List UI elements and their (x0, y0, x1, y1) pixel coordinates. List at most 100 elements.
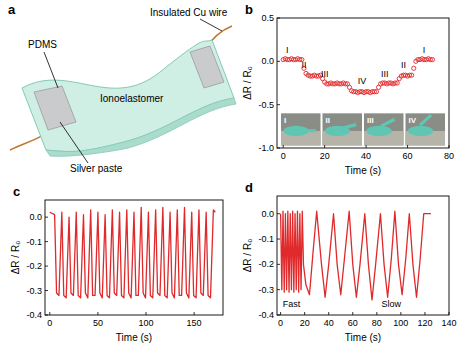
y-tick (45, 290, 48, 291)
y-axis-label: ΔR / R₀ (242, 239, 253, 273)
inset-finger (301, 129, 316, 132)
inset-label: IV (409, 116, 417, 125)
x-tick-label: 80 (372, 318, 382, 328)
x-tick (280, 312, 281, 315)
annotation: I (423, 45, 426, 55)
inset-background (281, 113, 321, 145)
data-point (412, 66, 416, 70)
diagram-label: PDMS (28, 39, 57, 50)
ionoelastomer (22, 40, 234, 152)
y-tick-label: -0.5 (258, 100, 274, 110)
silver-paste (190, 46, 224, 88)
pointer (44, 52, 58, 88)
y-tick (277, 289, 280, 290)
x-tick (324, 145, 325, 148)
x-tick-label: 0 (278, 318, 283, 328)
inset-label: III (367, 116, 374, 125)
y-tick-label: 0.5 (261, 13, 274, 23)
annotation: III (381, 69, 389, 79)
silver-paste (34, 86, 76, 130)
x-tick (194, 312, 195, 315)
y-tick (277, 61, 280, 62)
annotation: III (321, 69, 329, 79)
x-tick (400, 312, 401, 315)
x-tick (449, 312, 450, 315)
x-tick-label: 100 (139, 318, 154, 328)
chart: c050100150-0.4-0.3-0.2-0.10.0Time (s)ΔR … (10, 184, 223, 343)
panel-label: a (8, 2, 16, 17)
inset-finger (380, 118, 395, 128)
panel-label: b (245, 2, 253, 17)
x-tick-label: 80 (444, 151, 454, 161)
diagram-label: Ionoelastomer (100, 93, 164, 104)
diagram-label: Insulated Cu wire (150, 7, 228, 18)
plot-frame (45, 200, 223, 315)
annotation: IV (358, 76, 367, 86)
y-tick (45, 315, 48, 316)
x-tick-label: 0 (281, 151, 286, 161)
plot-frame (277, 18, 449, 148)
y-tick (277, 315, 280, 316)
x-tick-label: 50 (93, 318, 103, 328)
x-tick (424, 312, 425, 315)
x-tick-label: 0 (47, 318, 52, 328)
y-tick-label: -0.4 (26, 310, 42, 320)
annotation: Fast (283, 299, 301, 309)
inset-background (406, 113, 446, 145)
y-tick (277, 239, 280, 240)
chart: d020406080100120140-0.4-0.3-0.2-0.10.0Ti… (242, 180, 457, 343)
x-tick-label: 40 (324, 318, 334, 328)
x-tick (328, 312, 329, 315)
pointer (200, 19, 222, 31)
inset-hand (408, 126, 433, 136)
annotation: Slow (382, 299, 402, 309)
x-tick (449, 145, 450, 148)
data-line (281, 211, 431, 300)
data-line (50, 207, 215, 298)
y-tick (277, 264, 280, 265)
x-tick-label: 100 (393, 318, 408, 328)
inset-finger (341, 123, 356, 130)
x-tick-label: 60 (403, 151, 413, 161)
y-tick (277, 104, 280, 105)
x-axis-label: Time (s) (345, 165, 381, 176)
panel-label: c (13, 184, 20, 199)
ionoelastomer-edge (46, 98, 236, 156)
y-tick-label: -0.1 (258, 234, 274, 244)
x-tick (146, 312, 147, 315)
x-tick-label: 120 (417, 318, 432, 328)
data-point (410, 73, 414, 77)
y-tick (45, 266, 48, 267)
x-tick (352, 312, 353, 315)
x-tick (49, 312, 50, 315)
y-tick (277, 148, 280, 149)
y-tick-label: -0.3 (26, 286, 42, 296)
y-tick-label: 0.0 (261, 56, 274, 66)
x-tick-label: 150 (187, 318, 202, 328)
x-tick (304, 312, 305, 315)
data-point (430, 58, 434, 62)
y-tick-label: -0.1 (26, 237, 42, 247)
x-tick-label: 20 (300, 318, 310, 328)
inset-hand (366, 126, 391, 136)
annotation: I (286, 45, 289, 55)
panel-label: d (245, 180, 253, 195)
inset-photo: III (364, 113, 404, 145)
y-tick-label: -0.2 (258, 259, 274, 269)
x-tick-label: 60 (348, 318, 358, 328)
data-point (374, 90, 378, 94)
inset-label: II (326, 116, 330, 125)
inset-photo: IV (406, 113, 446, 145)
plot-frame (277, 196, 449, 315)
y-tick (45, 217, 48, 218)
x-tick (283, 145, 284, 148)
chart: bIIIIIIIV020406080-1.0-0.50.00.5Time (s)… (242, 2, 454, 176)
x-axis-label: Time (s) (116, 332, 152, 343)
x-tick (366, 145, 367, 148)
x-tick-label: 20 (320, 151, 330, 161)
diagram: a PDMS Insulated Cu wire Ionoelastomer Silve… (8, 2, 236, 174)
x-axis-label: Time (s) (345, 332, 381, 343)
inset-finger (419, 114, 432, 126)
inset-photo: II (323, 113, 363, 145)
diagram-label: Silver paste (70, 163, 123, 174)
